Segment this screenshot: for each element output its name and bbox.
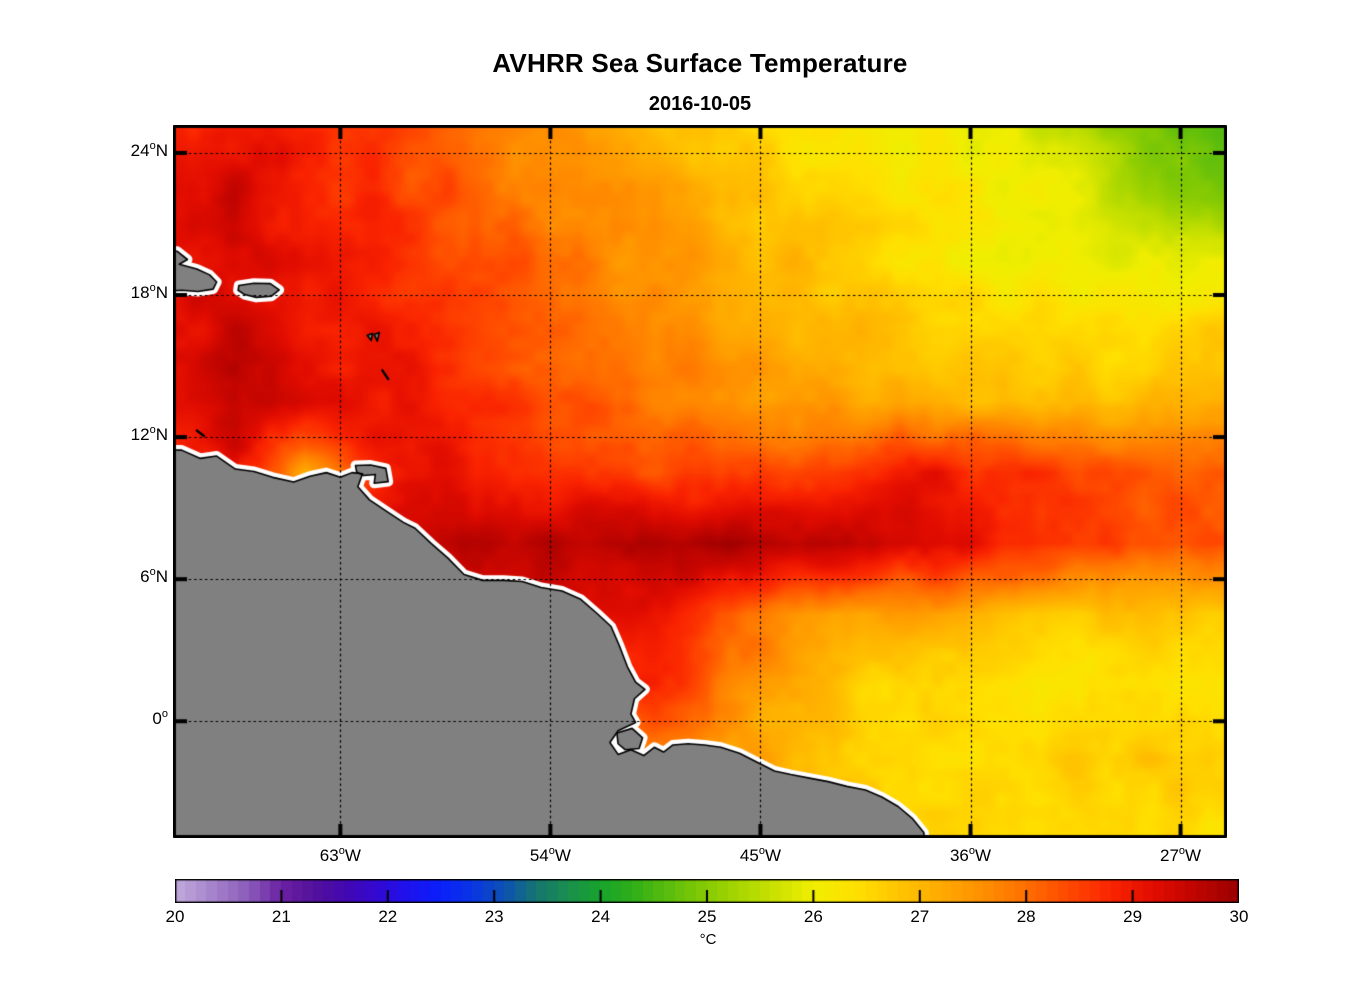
colorbar-unit-label: °C bbox=[699, 931, 717, 948]
chart-title: AVHRR Sea Surface Temperature bbox=[492, 48, 908, 78]
lon-tick-label: 63oW bbox=[298, 845, 382, 866]
colorbar-tick-label: 22 bbox=[378, 907, 398, 926]
sst-map-canvas bbox=[173, 125, 1227, 838]
colorbar-tick-label: 26 bbox=[803, 907, 823, 926]
lat-tick-label-num: 6 bbox=[140, 567, 150, 587]
colorbar-tick-label: 30 bbox=[1229, 907, 1249, 926]
colorbar-tick-label: 27 bbox=[910, 907, 930, 926]
lat-tick-label: 6oN bbox=[96, 566, 168, 587]
lon-tick-label-num: 63 bbox=[319, 846, 339, 865]
lon-tick-label-dir: W bbox=[344, 846, 361, 865]
lon-tick-label: 36oW bbox=[929, 845, 1013, 866]
lon-tick-label: 45oW bbox=[718, 845, 802, 866]
lon-tick-label-sup: o bbox=[548, 845, 555, 857]
colorbar-tick-label: 21 bbox=[271, 907, 291, 926]
colorbar-canvas bbox=[175, 879, 1239, 903]
lat-tick-label: 0o bbox=[96, 708, 168, 729]
map-area bbox=[173, 125, 1227, 838]
lon-tick-label-num: 36 bbox=[949, 846, 969, 865]
lat-tick-label-sup: o bbox=[149, 282, 156, 295]
colorbar-tick-label: 24 bbox=[591, 907, 611, 926]
lon-tick-label: 27oW bbox=[1139, 845, 1223, 866]
lon-tick-label-dir: W bbox=[975, 846, 992, 865]
colorbar-tick-label: 25 bbox=[697, 907, 717, 926]
lon-tick-label-dir: W bbox=[764, 846, 781, 865]
lat-tick-label-num: 0 bbox=[152, 709, 162, 729]
lat-tick-label-dir: N bbox=[155, 140, 168, 160]
lon-tick-label-dir: W bbox=[554, 846, 571, 865]
colorbar-tick-label: 28 bbox=[1016, 907, 1036, 926]
lat-tick-label-dir: N bbox=[155, 283, 168, 303]
lat-tick-label-num: 24 bbox=[130, 140, 150, 160]
lon-tick-label-sup: o bbox=[758, 845, 765, 857]
lon-tick-label-num: 54 bbox=[529, 846, 549, 865]
colorbar-tick-label: 20 bbox=[165, 907, 185, 926]
lon-tick-label-sup: o bbox=[338, 845, 345, 857]
colorbar-tick-label: 29 bbox=[1123, 907, 1143, 926]
lat-tick-label-dir: N bbox=[155, 567, 168, 587]
lat-tick-label-sup: o bbox=[149, 566, 156, 579]
lat-tick-label-sup: o bbox=[161, 708, 168, 721]
lon-tick-label: 54oW bbox=[508, 845, 592, 866]
lat-tick-label: 12oN bbox=[96, 424, 168, 445]
lat-tick-label: 18oN bbox=[96, 282, 168, 303]
lat-tick-label-num: 12 bbox=[130, 425, 150, 445]
colorbar-tick-label: 23 bbox=[484, 907, 504, 926]
lon-tick-label-dir: W bbox=[1185, 846, 1202, 865]
lon-tick-label-sup: o bbox=[968, 845, 975, 857]
lat-tick-label-dir: N bbox=[155, 425, 168, 445]
lat-tick-label-sup: o bbox=[149, 139, 156, 152]
lat-tick-label: 24oN bbox=[96, 139, 168, 161]
chart-subtitle: 2016-10-05 bbox=[648, 93, 752, 115]
lat-tick-label-sup: o bbox=[149, 424, 156, 437]
lon-tick-label-num: 27 bbox=[1160, 846, 1179, 865]
lat-tick-label-num: 18 bbox=[130, 283, 150, 303]
lon-tick-label-num: 45 bbox=[739, 846, 759, 865]
lon-tick-label-sup: o bbox=[1178, 845, 1186, 857]
